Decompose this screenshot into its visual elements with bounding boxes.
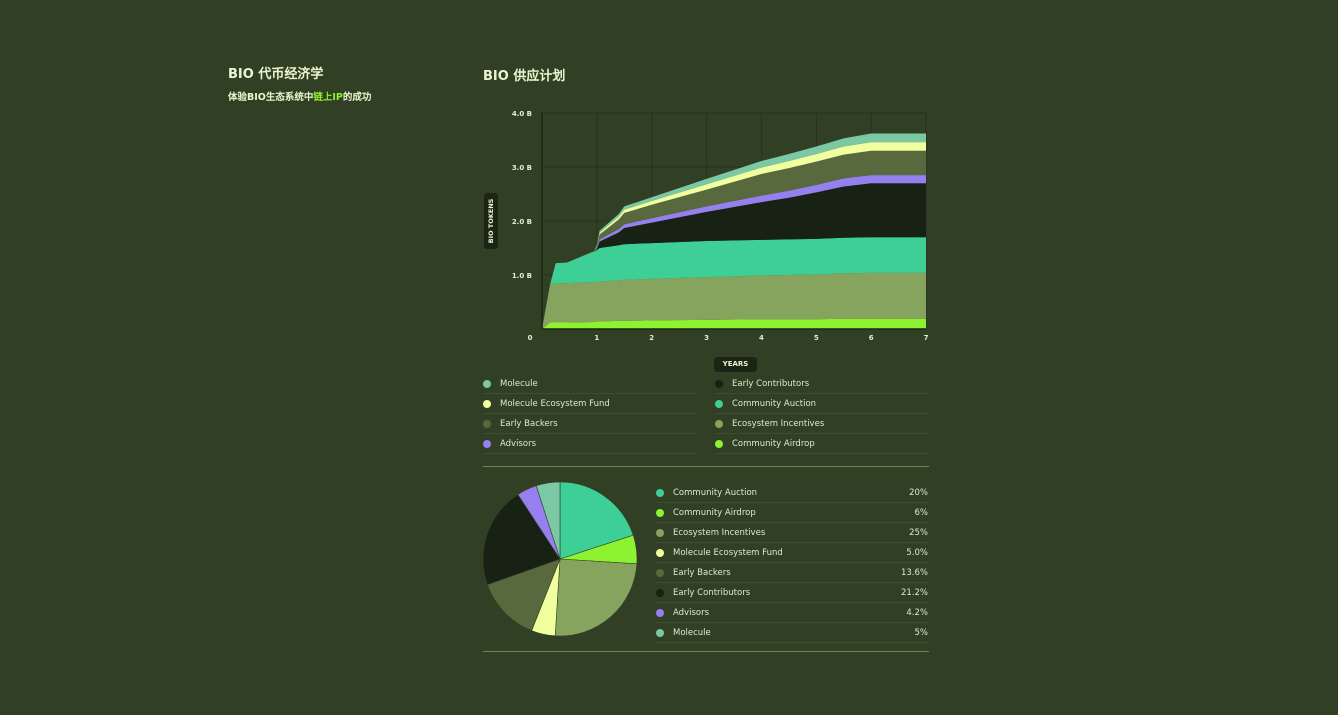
area-series-early-contributors	[542, 183, 926, 329]
allocation-name: Community Auction	[673, 487, 758, 498]
area-series-molecule	[542, 133, 926, 329]
section-divider	[483, 466, 929, 467]
x-tick-label: 0	[528, 334, 533, 342]
y-tick-label: 3.0 B	[512, 164, 532, 172]
subtitle-highlight-link[interactable]: 链上IP	[313, 92, 343, 103]
legend-label: Molecule	[500, 378, 538, 389]
allocation-swatch	[656, 608, 664, 617]
legend-right-column: Early Contributors Community Auction Eco…	[715, 374, 929, 454]
allocation-row[interactable]: Community Auction 20%	[656, 483, 928, 503]
allocation-percent: 5.0%	[906, 547, 928, 558]
legend-swatch	[715, 379, 723, 388]
allocation-row[interactable]: Community Airdrop 6%	[656, 503, 928, 523]
legend-swatch	[483, 379, 491, 388]
allocation-swatch	[656, 588, 664, 597]
allocation-swatch	[656, 488, 664, 497]
allocation-swatch	[656, 628, 664, 637]
area-series-molecule-ecosystem-fund	[542, 142, 926, 329]
x-tick-label: 7	[924, 334, 929, 342]
y-tick-label: 2.0 B	[512, 218, 532, 226]
x-tick-label: 6	[869, 334, 874, 342]
allocation-swatch	[656, 548, 664, 557]
legend-left-column: Molecule Molecule Ecosystem Fund Early B…	[483, 374, 697, 454]
area-series-advisors	[542, 175, 926, 329]
legend-swatch	[483, 419, 491, 428]
area-series-community-airdrop	[542, 318, 926, 329]
allocation-name: Molecule Ecosystem Fund	[673, 547, 783, 558]
y-tick-label: 1.0 B	[512, 272, 532, 280]
legend-item[interactable]: Community Auction	[715, 394, 929, 414]
allocation-percent: 20%	[909, 487, 928, 498]
legend-item[interactable]: Ecosystem Incentives	[715, 414, 929, 434]
allocation-name: Advisors	[673, 607, 710, 618]
allocation-swatch	[656, 568, 664, 577]
allocation-percent: 6%	[914, 507, 929, 518]
legend-label: Early Backers	[500, 418, 558, 429]
allocation-percent: 4.2%	[906, 607, 928, 618]
legend-item[interactable]: Molecule	[483, 374, 697, 394]
x-tick-label: 4	[759, 334, 764, 342]
pie-slice-ecosystem-incentives	[554, 558, 638, 637]
legend-swatch	[715, 399, 723, 408]
legend-label: Early Contributors	[732, 378, 810, 389]
page-subtitle: 体验BIO生态系统中链上IP的成功	[228, 89, 371, 103]
legend-item[interactable]: Molecule Ecosystem Fund	[483, 394, 697, 414]
pie-slice-molecule	[535, 481, 561, 560]
x-tick-label: 5	[814, 334, 819, 342]
allocation-row[interactable]: Early Contributors 21.2%	[656, 583, 928, 603]
legend-item[interactable]: Early Contributors	[715, 374, 929, 394]
allocation-name: Community Airdrop	[673, 507, 756, 518]
x-tick-label: 3	[704, 334, 709, 342]
legend-swatch	[483, 399, 491, 408]
legend-label: Molecule Ecosystem Fund	[500, 398, 610, 409]
supply-area-chart: 1.0 B 2.0 B 3.0 B 4.0 B 0 1 2 3 4 5 6 7	[512, 110, 929, 342]
pie-slice-early-backers	[487, 558, 561, 631]
allocation-row[interactable]: Ecosystem Incentives 25%	[656, 523, 928, 543]
legend-label: Ecosystem Incentives	[732, 418, 825, 429]
page-title: BIO 代币经济学	[228, 67, 324, 82]
allocation-row[interactable]: Advisors 4.2%	[656, 603, 928, 623]
allocation-percent: 21.2%	[900, 587, 928, 598]
supply-schedule-title: BIO 供应计划	[483, 69, 566, 84]
x-axis-label: YEARS	[714, 357, 757, 372]
y-tick-label: 4.0 B	[512, 110, 532, 118]
allocation-row[interactable]: Early Backers 13.6%	[656, 563, 928, 583]
subtitle-prefix: 体验BIO生态系统中	[228, 92, 314, 103]
pie-slice-early-contributors	[482, 494, 561, 586]
section-divider	[483, 651, 929, 652]
allocation-percent: 25%	[909, 527, 928, 538]
legend-item[interactable]: Early Backers	[483, 414, 697, 434]
allocation-name: Early Backers	[673, 567, 731, 578]
area-series-early-backers	[542, 150, 926, 329]
legend-label: Advisors	[500, 438, 537, 449]
allocation-row[interactable]: Molecule Ecosystem Fund 5.0%	[656, 543, 928, 563]
allocation-name: Molecule	[673, 627, 711, 638]
x-tick-label: 2	[649, 334, 654, 342]
legend-item[interactable]: Community Airdrop	[715, 434, 929, 454]
pie-slice-community-auction	[559, 481, 634, 560]
allocation-row[interactable]: Molecule 5%	[656, 623, 928, 643]
area-series-community-auction	[542, 237, 926, 329]
legend-swatch	[715, 419, 723, 428]
legend-label: Community Auction	[732, 398, 817, 409]
legend-swatch	[483, 439, 491, 448]
allocation-table: Community Auction 20% Community Airdrop 6%…	[656, 483, 928, 643]
allocation-swatch	[656, 528, 664, 537]
area-series-ecosystem-incentives	[542, 272, 926, 329]
allocation-pie-chart	[482, 481, 638, 637]
allocation-percent: 13.6%	[900, 567, 928, 578]
legend-label: Community Airdrop	[732, 438, 815, 449]
allocation-name: Ecosystem Incentives	[673, 527, 766, 538]
allocation-swatch	[656, 508, 664, 517]
legend-item[interactable]: Advisors	[483, 434, 697, 454]
subtitle-suffix: 的成功	[342, 92, 372, 103]
legend-swatch	[715, 439, 723, 448]
allocation-percent: 5%	[914, 627, 929, 638]
allocation-name: Early Contributors	[673, 587, 751, 598]
y-axis-label: BIO TOKENS	[484, 193, 498, 249]
x-tick-label: 1	[594, 334, 599, 342]
